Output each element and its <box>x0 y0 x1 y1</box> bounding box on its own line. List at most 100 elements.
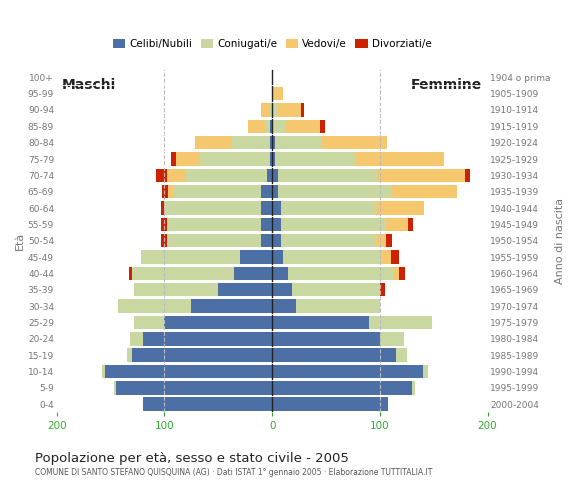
Bar <box>272 381 415 395</box>
Bar <box>272 87 283 100</box>
Bar <box>165 316 272 329</box>
Bar <box>262 185 272 198</box>
Bar <box>114 381 272 395</box>
Bar <box>248 120 272 133</box>
Bar <box>173 185 272 198</box>
Bar <box>272 87 283 100</box>
Bar <box>272 251 391 264</box>
Bar <box>233 136 272 149</box>
Bar <box>272 316 432 329</box>
Bar <box>272 316 432 329</box>
Bar <box>270 152 272 166</box>
Bar <box>272 152 276 166</box>
Bar <box>143 332 272 346</box>
Bar <box>272 381 415 395</box>
Bar <box>218 283 272 297</box>
Y-axis label: Età: Età <box>15 232 25 250</box>
Bar <box>272 283 292 297</box>
Bar <box>272 251 283 264</box>
Bar <box>166 218 272 231</box>
Bar <box>272 348 407 362</box>
Text: COMUNE DI SANTO STEFANO QUISQUINA (AG) · Dati ISTAT 1° gennaio 2005 · Elaborazio: COMUNE DI SANTO STEFANO QUISQUINA (AG) ·… <box>35 468 432 477</box>
Bar <box>272 365 423 378</box>
Bar <box>127 348 272 362</box>
Bar <box>166 218 272 231</box>
Bar <box>156 168 272 182</box>
Bar <box>272 300 296 313</box>
Bar <box>272 168 376 182</box>
Bar <box>135 283 272 297</box>
Bar <box>165 201 272 215</box>
Bar <box>262 218 272 231</box>
Bar <box>272 332 380 346</box>
Bar <box>272 283 380 297</box>
Bar <box>272 103 301 117</box>
Bar <box>129 267 272 280</box>
Bar <box>272 365 428 378</box>
Bar <box>272 103 304 117</box>
Bar <box>171 152 272 166</box>
Bar <box>272 283 385 297</box>
Text: Maschi: Maschi <box>62 78 117 93</box>
Bar <box>143 397 272 411</box>
Bar <box>272 332 404 346</box>
Bar <box>132 267 272 280</box>
Bar <box>130 332 272 346</box>
Bar <box>168 185 272 198</box>
Bar <box>143 397 272 411</box>
Bar <box>272 136 387 149</box>
Bar <box>272 300 380 313</box>
Bar <box>272 267 394 280</box>
Bar <box>272 218 408 231</box>
Bar <box>272 381 412 395</box>
Bar <box>161 201 272 215</box>
Bar <box>272 348 396 362</box>
Bar <box>161 234 272 247</box>
Bar <box>166 168 272 182</box>
Text: Popolazione per età, sesso e stato civile - 2005: Popolazione per età, sesso e stato civil… <box>35 452 349 465</box>
Bar <box>272 234 376 247</box>
Bar <box>130 332 272 346</box>
Bar <box>272 87 274 100</box>
Bar <box>272 136 387 149</box>
Bar <box>116 381 272 395</box>
Bar <box>114 381 272 395</box>
Bar <box>272 300 380 313</box>
Bar <box>272 168 465 182</box>
Bar <box>135 283 272 297</box>
Bar <box>272 136 321 149</box>
Bar <box>262 103 272 117</box>
Bar <box>272 234 386 247</box>
Bar <box>102 365 272 378</box>
Bar <box>166 234 272 247</box>
Bar <box>141 251 272 264</box>
Bar <box>200 152 272 166</box>
Bar <box>262 103 272 117</box>
Bar <box>262 201 272 215</box>
Bar <box>272 316 432 329</box>
Bar <box>272 201 281 215</box>
Bar <box>270 136 272 149</box>
Bar <box>262 234 272 247</box>
Bar <box>270 120 272 133</box>
Bar <box>272 251 399 264</box>
Bar <box>143 397 272 411</box>
Bar <box>272 332 404 346</box>
Bar <box>272 103 278 117</box>
Bar <box>272 365 428 378</box>
Bar <box>186 168 272 182</box>
Bar <box>102 365 272 378</box>
Bar <box>272 168 278 182</box>
Bar <box>272 136 276 149</box>
Bar <box>272 168 470 182</box>
Bar <box>162 185 272 198</box>
Bar <box>272 251 382 264</box>
Bar <box>135 316 272 329</box>
Bar <box>130 332 272 346</box>
Text: Femmine: Femmine <box>411 78 482 93</box>
Bar <box>234 267 272 280</box>
Bar <box>161 218 272 231</box>
Bar <box>264 120 272 133</box>
Bar <box>127 348 272 362</box>
Bar <box>105 365 272 378</box>
